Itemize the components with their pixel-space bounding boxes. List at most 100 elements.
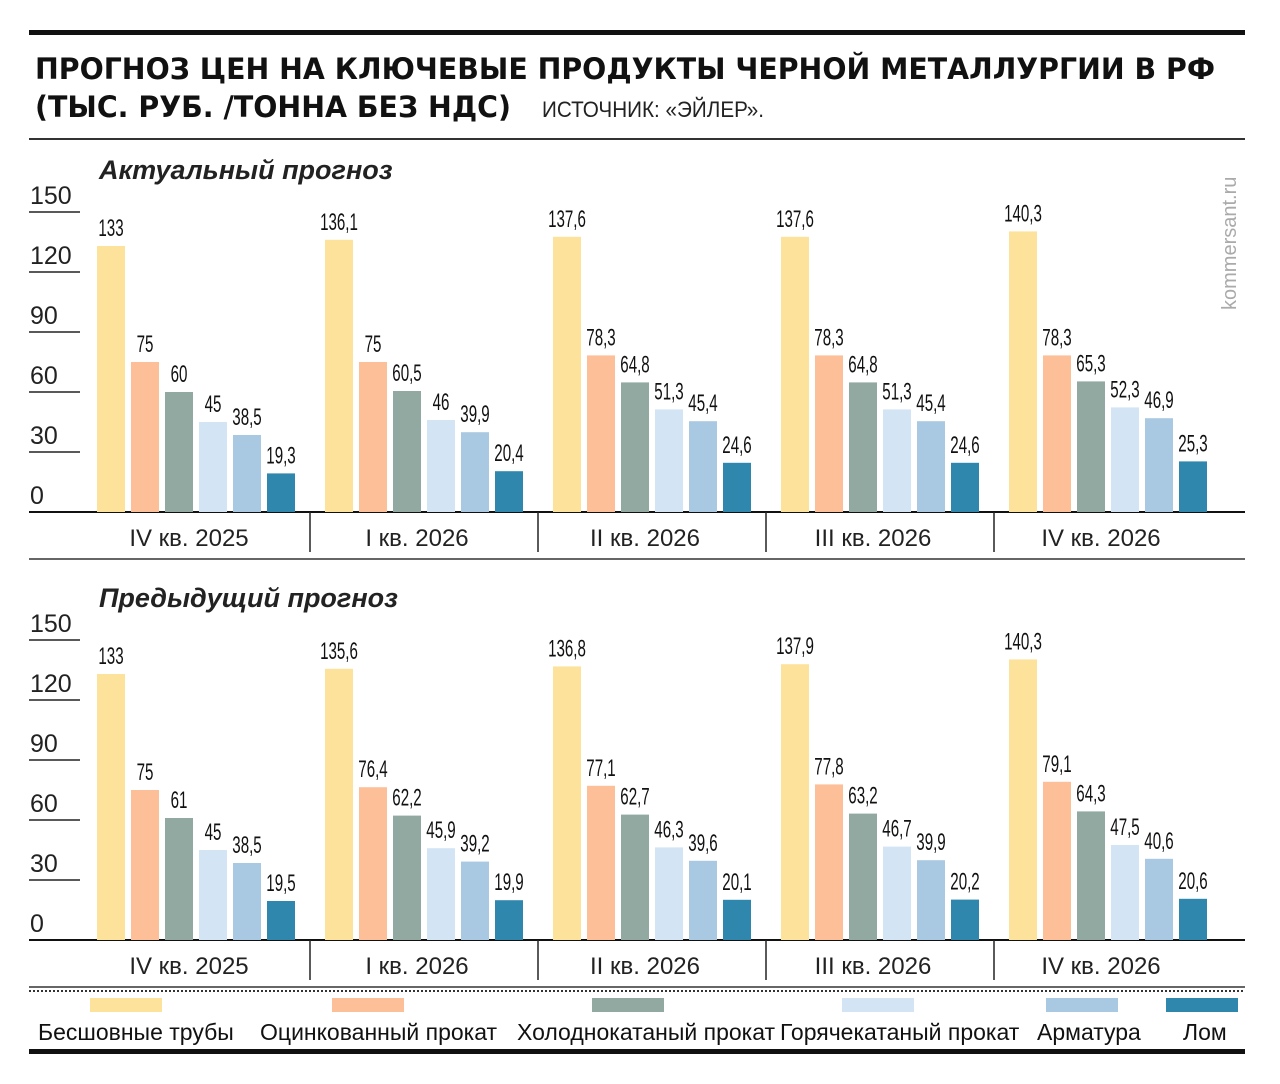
data-label: 60,5 xyxy=(392,361,421,387)
data-label: 64,8 xyxy=(848,352,877,378)
data-label: 40,6 xyxy=(1144,828,1173,854)
data-label: 25,3 xyxy=(1178,431,1207,457)
data-label: 45,4 xyxy=(688,391,717,417)
data-label: 140,3 xyxy=(1004,201,1042,227)
data-label: 46,9 xyxy=(1144,388,1173,414)
bar xyxy=(233,863,261,940)
data-label: 135,6 xyxy=(320,638,358,664)
y-tick-label: 150 xyxy=(30,610,72,638)
bar xyxy=(1043,355,1071,512)
chart-title-line1: ПРОГНОЗ ЦЕН НА КЛЮЧЕВЫЕ ПРОДУКТЫ ЧЕРНОЙ … xyxy=(35,52,1215,86)
y-tick-label: 120 xyxy=(30,242,72,270)
data-label: 45,9 xyxy=(426,818,455,844)
bar xyxy=(461,432,489,512)
data-label: 137,6 xyxy=(548,206,586,232)
bar xyxy=(359,787,387,940)
data-label: 38,5 xyxy=(232,833,261,859)
bar xyxy=(131,362,159,512)
data-label: 20,4 xyxy=(494,441,523,467)
data-label: 52,3 xyxy=(1110,377,1139,403)
data-label: 62,7 xyxy=(620,784,649,810)
bar xyxy=(131,790,159,940)
chart-panel-1: Актуальный прогноз 0 30 60 90 120 150 133 75 60 45… xyxy=(29,155,1245,560)
bar xyxy=(267,901,295,940)
bar xyxy=(427,420,455,512)
data-label: 64,3 xyxy=(1076,781,1105,807)
data-label: 47,5 xyxy=(1110,815,1139,841)
bar xyxy=(1179,461,1207,512)
data-label: 136,1 xyxy=(320,209,358,235)
bar xyxy=(815,355,843,512)
chart-panel-2: Предыдущий прогноз 0 30 60 90 120 150 133 75 61 45… xyxy=(29,583,1245,988)
bar xyxy=(781,664,809,940)
bar xyxy=(495,471,523,512)
bar xyxy=(723,462,751,512)
category-label: IV кв. 2026 xyxy=(1041,953,1160,980)
category-label: IV кв. 2026 xyxy=(1041,525,1160,552)
bar xyxy=(655,409,683,512)
data-label: 78,3 xyxy=(1042,325,1071,351)
data-label: 79,1 xyxy=(1042,751,1071,777)
data-label: 78,3 xyxy=(814,325,843,351)
legend-label: Оцинкованный прокат xyxy=(260,1019,498,1045)
data-label: 63,2 xyxy=(848,783,877,809)
legend-label: Лом xyxy=(1183,1019,1227,1045)
bar xyxy=(165,818,193,940)
bar xyxy=(781,236,809,513)
data-label: 39,2 xyxy=(460,831,489,857)
bar xyxy=(393,815,421,940)
data-label: 51,3 xyxy=(654,379,683,405)
bar xyxy=(1179,898,1207,940)
bar xyxy=(1111,845,1139,940)
legend-swatch xyxy=(1046,998,1118,1012)
bar xyxy=(1043,781,1071,940)
data-label: 65,3 xyxy=(1076,351,1105,377)
category-label: III кв. 2026 xyxy=(815,525,932,552)
bar xyxy=(427,848,455,940)
data-label: 20,6 xyxy=(1178,868,1207,894)
data-label: 60 xyxy=(171,362,188,388)
category-label: II кв. 2026 xyxy=(590,525,700,552)
y-tick-label: 30 xyxy=(30,422,58,450)
data-label: 133 xyxy=(98,644,123,670)
bar xyxy=(849,382,877,512)
y-tick-label: 30 xyxy=(30,850,58,878)
bar xyxy=(97,674,125,940)
bar xyxy=(553,666,581,940)
bar xyxy=(951,462,979,512)
legend-swatch xyxy=(90,998,162,1012)
y-tick-label: 90 xyxy=(30,302,58,330)
bar xyxy=(1145,418,1173,512)
header-rule xyxy=(29,138,1245,140)
top-rule xyxy=(29,30,1245,35)
data-label: 38,5 xyxy=(232,405,261,431)
legend-swatch xyxy=(592,998,664,1012)
data-label: 61 xyxy=(171,788,188,814)
data-label: 77,1 xyxy=(586,755,615,781)
data-label: 39,9 xyxy=(916,830,945,856)
bar xyxy=(199,422,227,512)
bar xyxy=(553,236,581,513)
bar xyxy=(461,861,489,940)
bar xyxy=(97,246,125,512)
data-label: 51,3 xyxy=(882,379,911,405)
data-label: 20,1 xyxy=(722,869,751,895)
legend-swatch xyxy=(332,998,404,1012)
data-label: 137,9 xyxy=(776,634,814,660)
data-label: 75 xyxy=(365,332,382,358)
bar xyxy=(883,846,911,940)
bar xyxy=(917,860,945,940)
data-label: 24,6 xyxy=(722,432,751,458)
bar xyxy=(1111,407,1139,512)
bar xyxy=(917,421,945,512)
bar xyxy=(325,668,353,940)
chart-title-line2: (ТЫС. РУБ. /ТОННА БЕЗ НДС) xyxy=(35,90,511,124)
data-label: 136,8 xyxy=(548,636,586,662)
bottom-rule xyxy=(29,1049,1245,1054)
panel-title: Актуальный прогноз xyxy=(98,155,393,185)
y-tick-label: 120 xyxy=(30,670,72,698)
bar xyxy=(393,391,421,512)
bar xyxy=(495,900,523,940)
legend-label: Горячекатаный прокат xyxy=(780,1019,1020,1045)
bar xyxy=(655,847,683,940)
